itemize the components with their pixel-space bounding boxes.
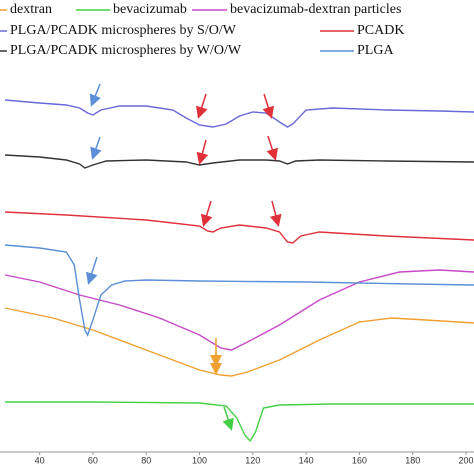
x-tick-label: 180	[405, 455, 420, 465]
plot-area	[4, 99, 474, 443]
series-line	[4, 154, 474, 169]
arrow	[196, 93, 208, 119]
legend-label: dextran	[10, 2, 52, 17]
x-tick-label: 140	[299, 455, 314, 465]
arrow	[89, 83, 101, 107]
legend-label: bevacizumab-dextran particles	[230, 2, 401, 17]
series-line	[5, 401, 474, 443]
arrow	[86, 256, 98, 285]
series-line	[4, 307, 474, 377]
x-tick-label: 200	[458, 455, 473, 465]
series-line	[4, 269, 474, 351]
x-tick-label: 80	[141, 455, 151, 465]
x-tick-label: 160	[352, 455, 367, 465]
x-tick-label: 100	[192, 455, 207, 465]
series-line	[4, 99, 474, 128]
arrow	[269, 200, 282, 227]
x-tick-label: 40	[35, 455, 45, 465]
legend-label: PLGA	[357, 43, 394, 58]
arrow	[200, 200, 213, 227]
legend-label: PCADK	[357, 23, 404, 38]
arrow	[266, 135, 278, 161]
arrows	[86, 83, 282, 431]
series-line	[4, 244, 474, 337]
x-tick-label: 60	[88, 455, 98, 465]
arrow	[196, 139, 209, 165]
legend-label: PLGA/PCADK microspheres by S/O/W	[10, 23, 237, 38]
arrow	[90, 136, 102, 160]
x-tick-label: 120	[245, 455, 260, 465]
arrow	[262, 93, 274, 119]
legend-label: bevacizumab	[113, 2, 187, 17]
series-line	[4, 211, 474, 244]
legend-label: PLGA/PCADK microspheres by W/O/W	[10, 43, 242, 58]
arrow	[222, 406, 234, 431]
